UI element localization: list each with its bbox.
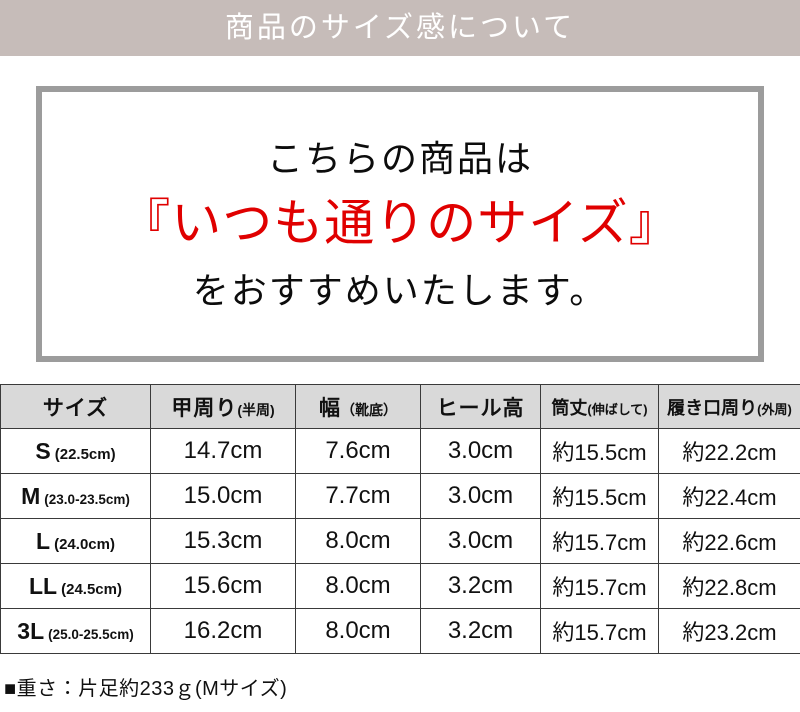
cell-width: 8.0cm bbox=[295, 518, 421, 564]
heel-value: 3.2cm bbox=[447, 572, 514, 599]
column-header-instep: 甲周り(半周) bbox=[150, 384, 296, 429]
column-header-width-sub: （靴底） bbox=[341, 401, 397, 418]
instep-value: 14.7cm bbox=[183, 437, 263, 464]
shaft-value: 約15.7cm bbox=[552, 575, 647, 600]
column-header-size: サイズ bbox=[0, 384, 151, 429]
cell-shaft: 約15.7cm bbox=[540, 608, 659, 654]
cell-shaft: 約15.7cm bbox=[540, 518, 659, 564]
cell-shaft: 約15.5cm bbox=[540, 473, 659, 519]
column-header-instep-main: 甲周り bbox=[171, 396, 238, 420]
cell-opening: 約22.8cm bbox=[658, 563, 800, 609]
opening-value: 約23.2cm bbox=[682, 620, 777, 645]
size-range: (24.0cm) bbox=[54, 535, 115, 553]
callout-line-3: をおすすめいたします。 bbox=[192, 269, 608, 311]
column-header-opening-main: 履き口周り bbox=[667, 397, 758, 418]
shaft-value: 約15.5cm bbox=[552, 440, 647, 465]
column-header-shaft-main: 筒丈 bbox=[551, 397, 588, 418]
table-row: 3L (25.0-25.5cm) 16.2cm 8.0cm 3.2cm 約15.7… bbox=[0, 608, 800, 654]
size-label: M bbox=[21, 482, 41, 509]
column-header-heel-main: ヒール高 bbox=[436, 396, 525, 420]
shaft-value: 約15.7cm bbox=[552, 620, 647, 645]
heel-value: 3.0cm bbox=[447, 482, 514, 509]
width-value: 7.7cm bbox=[325, 482, 391, 509]
column-header-size-main: サイズ bbox=[42, 396, 109, 420]
column-header-opening-sub: (外周) bbox=[757, 401, 792, 417]
cell-opening: 約23.2cm bbox=[658, 608, 800, 654]
cell-width: 8.0cm bbox=[295, 563, 421, 609]
table-header-row: サイズ 甲周り(半周) 幅（靴底） ヒール高 筒丈(伸ばして) 履き口周り(外周… bbox=[0, 384, 800, 429]
cell-shaft: 約15.7cm bbox=[540, 563, 659, 609]
cell-size: L (24.0cm) bbox=[0, 518, 151, 564]
weight-note: ■重さ：片足約233ｇ(Mサイズ) bbox=[4, 678, 288, 700]
heel-value: 3.2cm bbox=[447, 617, 514, 644]
column-header-opening: 履き口周り(外周) bbox=[658, 384, 800, 429]
cell-heel: 3.2cm bbox=[420, 608, 541, 654]
instep-value: 15.0cm bbox=[183, 482, 263, 509]
opening-value: 約22.4cm bbox=[682, 485, 777, 510]
size-label: 3L bbox=[17, 617, 45, 644]
cell-shaft: 約15.5cm bbox=[540, 428, 659, 474]
cell-size: LL (24.5cm) bbox=[0, 563, 151, 609]
column-header-width: 幅（靴底） bbox=[295, 384, 421, 429]
cell-width: 8.0cm bbox=[295, 608, 421, 654]
cell-heel: 3.2cm bbox=[420, 563, 541, 609]
column-header-shaft: 筒丈(伸ばして) bbox=[540, 384, 659, 429]
size-range: (25.0-25.5cm) bbox=[48, 626, 134, 642]
width-value: 8.0cm bbox=[325, 617, 391, 644]
callout-line-1: こちらの商品は bbox=[266, 137, 533, 179]
table-row: S (22.5cm) 14.7cm 7.6cm 3.0cm 約15.5cm 約22… bbox=[0, 428, 800, 474]
size-table: サイズ 甲周り(半周) 幅（靴底） ヒール高 筒丈(伸ばして) 履き口周り(外周… bbox=[0, 384, 800, 654]
opening-value: 約22.6cm bbox=[682, 530, 777, 555]
size-table-section: サイズ 甲周り(半周) 幅（靴底） ヒール高 筒丈(伸ばして) 履き口周り(外周… bbox=[0, 362, 800, 654]
shaft-value: 約15.5cm bbox=[552, 485, 647, 510]
opening-value: 約22.2cm bbox=[682, 440, 777, 465]
cell-instep: 15.6cm bbox=[150, 563, 296, 609]
cell-size: 3L (25.0-25.5cm) bbox=[0, 608, 151, 654]
cell-opening: 約22.4cm bbox=[658, 473, 800, 519]
cell-opening: 約22.2cm bbox=[658, 428, 800, 474]
column-header-width-main: 幅 bbox=[319, 396, 341, 420]
size-range: (24.5cm) bbox=[61, 580, 122, 598]
instep-value: 15.3cm bbox=[183, 527, 263, 554]
cell-size: M (23.0-23.5cm) bbox=[0, 473, 151, 519]
column-header-shaft-sub: (伸ばして) bbox=[587, 401, 648, 417]
cell-instep: 16.2cm bbox=[150, 608, 296, 654]
heel-value: 3.0cm bbox=[447, 437, 514, 464]
cell-size: S (22.5cm) bbox=[0, 428, 151, 474]
cell-instep: 15.0cm bbox=[150, 473, 296, 519]
opening-value: 約22.8cm bbox=[682, 575, 777, 600]
size-range: (22.5cm) bbox=[54, 445, 116, 463]
cell-instep: 14.7cm bbox=[150, 428, 296, 474]
width-value: 8.0cm bbox=[325, 527, 391, 554]
cell-heel: 3.0cm bbox=[420, 473, 541, 519]
page-banner: 商品のサイズ感について bbox=[0, 0, 800, 56]
callout-section: こちらの商品は 『いつも通りのサイズ』 をおすすめいたします。 bbox=[0, 56, 800, 362]
width-value: 8.0cm bbox=[325, 572, 391, 599]
size-range: (23.0-23.5cm) bbox=[44, 491, 130, 507]
table-row: L (24.0cm) 15.3cm 8.0cm 3.0cm 約15.7cm 約22… bbox=[0, 518, 800, 564]
cell-width: 7.6cm bbox=[295, 428, 421, 474]
callout-highlight-text: 『いつも通りのサイズ』 bbox=[120, 194, 680, 251]
cell-opening: 約22.6cm bbox=[658, 518, 800, 564]
size-label: L bbox=[36, 527, 51, 554]
table-row: M (23.0-23.5cm) 15.0cm 7.7cm 3.0cm 約15.5c… bbox=[0, 473, 800, 519]
cell-width: 7.7cm bbox=[295, 473, 421, 519]
size-label: S bbox=[35, 437, 51, 464]
cell-instep: 15.3cm bbox=[150, 518, 296, 564]
size-label: LL bbox=[29, 572, 58, 599]
instep-value: 16.2cm bbox=[183, 617, 263, 644]
width-value: 7.6cm bbox=[325, 437, 391, 464]
cell-heel: 3.0cm bbox=[420, 518, 541, 564]
instep-value: 15.6cm bbox=[183, 572, 263, 599]
heel-value: 3.0cm bbox=[447, 527, 514, 554]
cell-heel: 3.0cm bbox=[420, 428, 541, 474]
size-recommendation-callout: こちらの商品は 『いつも通りのサイズ』 をおすすめいたします。 bbox=[36, 86, 764, 362]
column-header-instep-sub: (半周) bbox=[237, 401, 275, 418]
page-title: 商品のサイズ感について bbox=[224, 11, 576, 44]
column-header-heel: ヒール高 bbox=[420, 384, 541, 429]
table-row: LL (24.5cm) 15.6cm 8.0cm 3.2cm 約15.7cm 約2… bbox=[0, 563, 800, 609]
shaft-value: 約15.7cm bbox=[552, 530, 647, 555]
